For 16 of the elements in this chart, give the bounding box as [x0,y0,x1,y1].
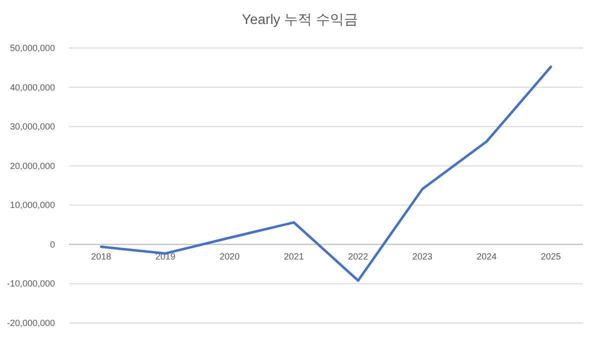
y-tick-label: 50,000,000 [10,43,55,53]
y-tick-label: 10,000,000 [10,200,55,210]
x-tick-label: 2025 [540,251,561,262]
y-tick-label: 40,000,000 [10,82,55,92]
x-tick-label: 2020 [220,251,240,262]
title: Yearly 누적 수익금 [242,11,358,27]
y-tick-label: -10,000,000 [6,278,55,289]
x-tick-label: 2018 [91,251,112,262]
y-tick-label: -20,000,000 [6,318,55,328]
x-tick-label: 2022 [348,251,368,262]
x-tick-label: 2023 [412,251,432,262]
y-tick-label: 20,000,000 [10,160,55,171]
x-tick-label: 2024 [476,251,497,262]
y-tick-label: 0 [50,239,55,250]
y-tick-label: 30,000,000 [10,122,55,132]
x-tick-label: 2021 [284,251,304,262]
